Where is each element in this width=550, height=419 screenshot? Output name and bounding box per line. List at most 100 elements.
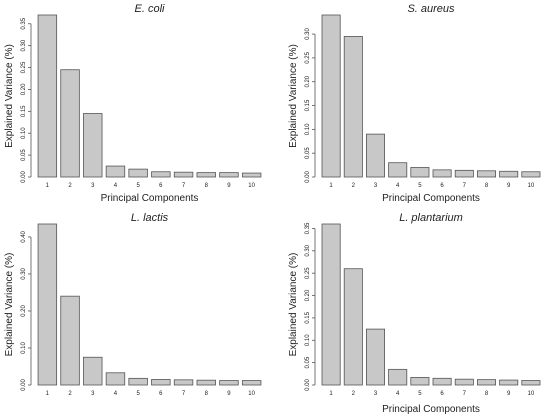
chart-panel-4: L. plantarium 0.00 0.05 0.10 0.15 0.20 0.25 0.3… <box>288 212 541 415</box>
x-tick-label: 8 <box>485 183 489 189</box>
bar-pc5 <box>410 167 430 178</box>
x-tick-label: 10 <box>528 183 535 189</box>
bar-pc8 <box>196 172 216 178</box>
bar-pc6 <box>151 171 171 178</box>
bar-pc7 <box>173 379 194 386</box>
chart-panel-2: S. aureus 0.00 0.05 0.10 0.15 0.20 0.25 0.30 Exp… <box>288 3 541 204</box>
x-tick-label: 4 <box>396 391 400 397</box>
bar-pc5 <box>128 168 148 178</box>
chart-title: L. plantarium <box>399 212 463 224</box>
bar-pc2 <box>60 295 80 386</box>
bar-pc5 <box>128 377 148 386</box>
bar-pc2 <box>343 36 363 178</box>
bar-pc2 <box>343 268 363 386</box>
y-tick-label: 0.05 <box>21 149 27 161</box>
x-tick-label: 6 <box>159 391 163 397</box>
x-tick-label: 1 <box>329 183 333 189</box>
x-tick-label: 7 <box>182 391 186 397</box>
bar-pc10 <box>241 380 262 386</box>
x-tick-label: 4 <box>114 183 118 189</box>
x-tick-label: 6 <box>440 183 444 189</box>
y-tick-label: 0.25 <box>305 51 311 63</box>
bar-pc10 <box>241 172 262 178</box>
x-tick-label: 2 <box>352 391 356 397</box>
bar-pc9 <box>219 380 239 386</box>
y-tick-label: 0.10 <box>305 334 311 346</box>
bar-pc9 <box>219 172 239 178</box>
bar-pc1 <box>321 223 341 386</box>
bar-pc8 <box>476 170 497 178</box>
x-tick-label: 2 <box>352 183 356 189</box>
bar-pc10 <box>521 171 541 178</box>
x-tick-label: 10 <box>248 391 255 397</box>
bar-pc4 <box>105 165 126 178</box>
bar-pc5 <box>410 376 430 386</box>
x-tick-label: 7 <box>463 183 467 189</box>
x-tick-label: 10 <box>248 183 255 189</box>
y-tick-label: 0.30 <box>21 39 27 51</box>
x-tick-label: 1 <box>46 391 50 397</box>
x-tick-label: 10 <box>528 391 535 397</box>
x-tick-label: 3 <box>91 391 95 397</box>
y-tick-label: 0.20 <box>21 304 27 316</box>
x-tick-label: 3 <box>91 183 95 189</box>
x-tick-label: 3 <box>374 183 378 189</box>
x-tick-label: 6 <box>440 391 444 397</box>
y-axis-title: Explained Variance (%) <box>288 253 299 357</box>
bar-pc1 <box>321 14 341 178</box>
x-tick-label: 2 <box>68 183 72 189</box>
bar-pc2 <box>60 69 80 178</box>
bar-pc1 <box>37 223 58 386</box>
y-tick-label: 0.10 <box>305 123 311 135</box>
x-tick-label: 6 <box>159 183 163 189</box>
x-tick-label: 5 <box>136 183 140 189</box>
y-tick-label: 0.30 <box>305 28 311 40</box>
x-tick-label: 5 <box>418 391 422 397</box>
x-tick-label: 8 <box>485 391 489 397</box>
y-tick-label: 0.00 <box>305 379 311 391</box>
bar-pc9 <box>499 170 519 178</box>
y-tick-label: 0.20 <box>305 75 311 87</box>
bar-pc6 <box>432 169 452 178</box>
y-axis-title: Explained Variance (%) <box>4 253 15 357</box>
bar-pc3 <box>365 133 386 178</box>
y-axis-title: Explained Variance (%) <box>4 44 15 148</box>
x-tick-label: 1 <box>46 183 50 189</box>
y-tick-label: 0.30 <box>21 267 27 279</box>
bar-pc8 <box>476 379 497 386</box>
bar-pc8 <box>196 379 216 386</box>
x-axis-title: Principal Components <box>101 193 199 204</box>
x-tick-label: 7 <box>182 183 186 189</box>
x-axis-title: Principal Components <box>382 404 480 415</box>
y-tick-label: 0.30 <box>305 244 311 256</box>
bar-pc7 <box>454 169 474 178</box>
y-tick-label: 0.35 <box>305 222 311 234</box>
x-tick-label: 8 <box>205 391 209 397</box>
bar-pc7 <box>173 171 194 178</box>
x-tick-label: 8 <box>205 183 209 189</box>
y-tick-label: 0.20 <box>21 83 27 95</box>
x-tick-label: 5 <box>418 183 422 189</box>
x-tick-label: 9 <box>507 391 511 397</box>
y-tick-label: 0.40 <box>21 230 27 242</box>
chart-title: L. lactis <box>131 212 169 224</box>
x-tick-label: 9 <box>227 183 231 189</box>
bar-pc1 <box>37 14 58 178</box>
bar-pc4 <box>388 368 408 386</box>
bar-pc6 <box>151 379 171 386</box>
x-tick-label: 5 <box>136 391 140 397</box>
y-tick-label: 0.25 <box>21 61 27 73</box>
x-tick-label: 4 <box>396 183 400 189</box>
y-tick-label: 0.10 <box>21 341 27 353</box>
x-tick-label: 9 <box>227 391 231 397</box>
y-tick-label: 0.15 <box>305 99 311 111</box>
x-tick-label: 9 <box>507 183 511 189</box>
bar-pc9 <box>499 379 519 386</box>
y-tick-label: 0.25 <box>305 267 311 279</box>
x-tick-label: 2 <box>68 391 72 397</box>
y-tick-label: 0.05 <box>305 147 311 159</box>
bar-pc4 <box>388 162 408 178</box>
y-tick-label: 0.15 <box>305 311 311 323</box>
y-tick-label: 0.05 <box>305 356 311 368</box>
